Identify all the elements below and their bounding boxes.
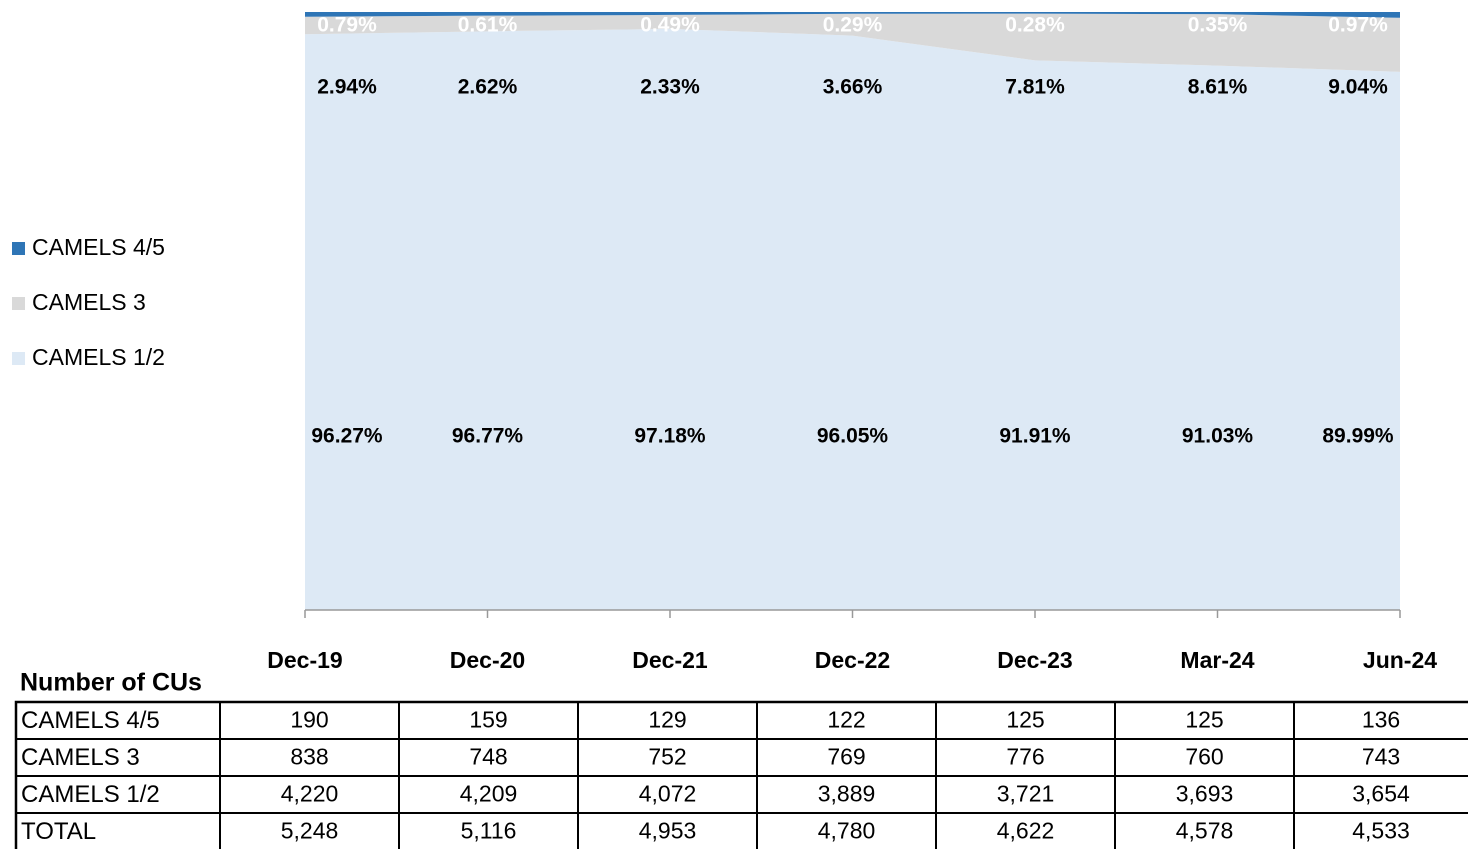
data-label: 96.05% <box>817 425 889 448</box>
data-label: 7.81% <box>1005 76 1065 99</box>
data-label: 2.94% <box>317 76 377 99</box>
data-label: 0.35% <box>1188 14 1248 37</box>
data-label: 2.33% <box>640 76 700 99</box>
row-header: CAMELS 4/5 <box>21 707 160 734</box>
data-label: 9.04% <box>1328 76 1388 99</box>
table-cell: 4,220 <box>281 781 339 807</box>
table-cell: 3,889 <box>818 781 876 807</box>
table-cell: 743 <box>1362 744 1400 770</box>
table-cell: 4,622 <box>997 818 1055 844</box>
table-cell: 4,578 <box>1176 818 1234 844</box>
x-tick-label: Dec-19 <box>267 647 342 673</box>
legend-label: CAMELS 4/5 <box>32 234 165 260</box>
table-cell: 752 <box>648 744 686 770</box>
row-header: CAMELS 1/2 <box>21 781 160 808</box>
table-cell: 125 <box>1185 707 1223 733</box>
data-label: 96.27% <box>311 425 383 448</box>
x-tick-label: Dec-21 <box>632 647 708 673</box>
legend-swatch <box>12 242 25 255</box>
table-cell: 122 <box>827 707 865 733</box>
table-cell: 4,072 <box>639 781 697 807</box>
data-label: 97.18% <box>634 425 706 448</box>
data-label: 89.99% <box>1322 425 1394 448</box>
table-cell: 136 <box>1362 707 1400 733</box>
data-label: 91.91% <box>999 425 1071 448</box>
table-cell: 4,533 <box>1352 818 1410 844</box>
table-cell: 190 <box>290 707 328 733</box>
x-tick-label: Dec-23 <box>997 647 1072 673</box>
row-header: CAMELS 3 <box>21 744 140 771</box>
area <box>305 12 1400 18</box>
x-tick-label: Dec-20 <box>450 647 525 673</box>
table-cell: 3,654 <box>1352 781 1410 807</box>
legend-label: CAMELS 3 <box>32 289 146 315</box>
data-label: 91.03% <box>1182 425 1254 448</box>
table-cell: 159 <box>469 707 507 733</box>
table-cell: 3,693 <box>1176 781 1234 807</box>
table-cell: 5,116 <box>461 818 517 844</box>
data-label: 8.61% <box>1188 76 1248 99</box>
table-title: Number of CUs <box>20 669 202 697</box>
data-label: 0.49% <box>640 14 700 37</box>
data-label: 0.28% <box>1005 14 1065 37</box>
data-label: 0.79% <box>317 14 377 37</box>
x-tick-label: Dec-22 <box>815 647 890 673</box>
table-cell: 769 <box>827 744 865 770</box>
table-cell: 760 <box>1185 744 1223 770</box>
legend-swatch <box>12 297 25 310</box>
table-cell: 776 <box>1006 744 1044 770</box>
area <box>305 28 1400 611</box>
x-tick-label: Mar-24 <box>1180 647 1254 673</box>
table-cell: 5,248 <box>281 818 339 844</box>
data-label: 0.97% <box>1328 14 1388 37</box>
area <box>305 13 1400 72</box>
table-cell: 838 <box>290 744 328 770</box>
table-cell: 4,209 <box>460 781 518 807</box>
table-cell: 129 <box>648 707 686 733</box>
table-cell: 4,953 <box>639 818 697 844</box>
table-cell: 125 <box>1006 707 1044 733</box>
row-header: TOTAL <box>21 818 96 845</box>
data-label: 0.29% <box>823 14 883 37</box>
data-label: 96.77% <box>452 425 524 448</box>
data-label: 0.61% <box>458 14 518 37</box>
legend-swatch <box>12 352 25 365</box>
table-cell: 3,721 <box>997 781 1055 807</box>
x-tick-label: Jun-24 <box>1363 647 1437 673</box>
data-label: 2.62% <box>458 76 518 99</box>
table-cell: 4,780 <box>818 818 876 844</box>
data-label: 3.66% <box>823 76 883 99</box>
table-cell: 748 <box>469 744 507 770</box>
legend-label: CAMELS 1/2 <box>32 344 165 370</box>
